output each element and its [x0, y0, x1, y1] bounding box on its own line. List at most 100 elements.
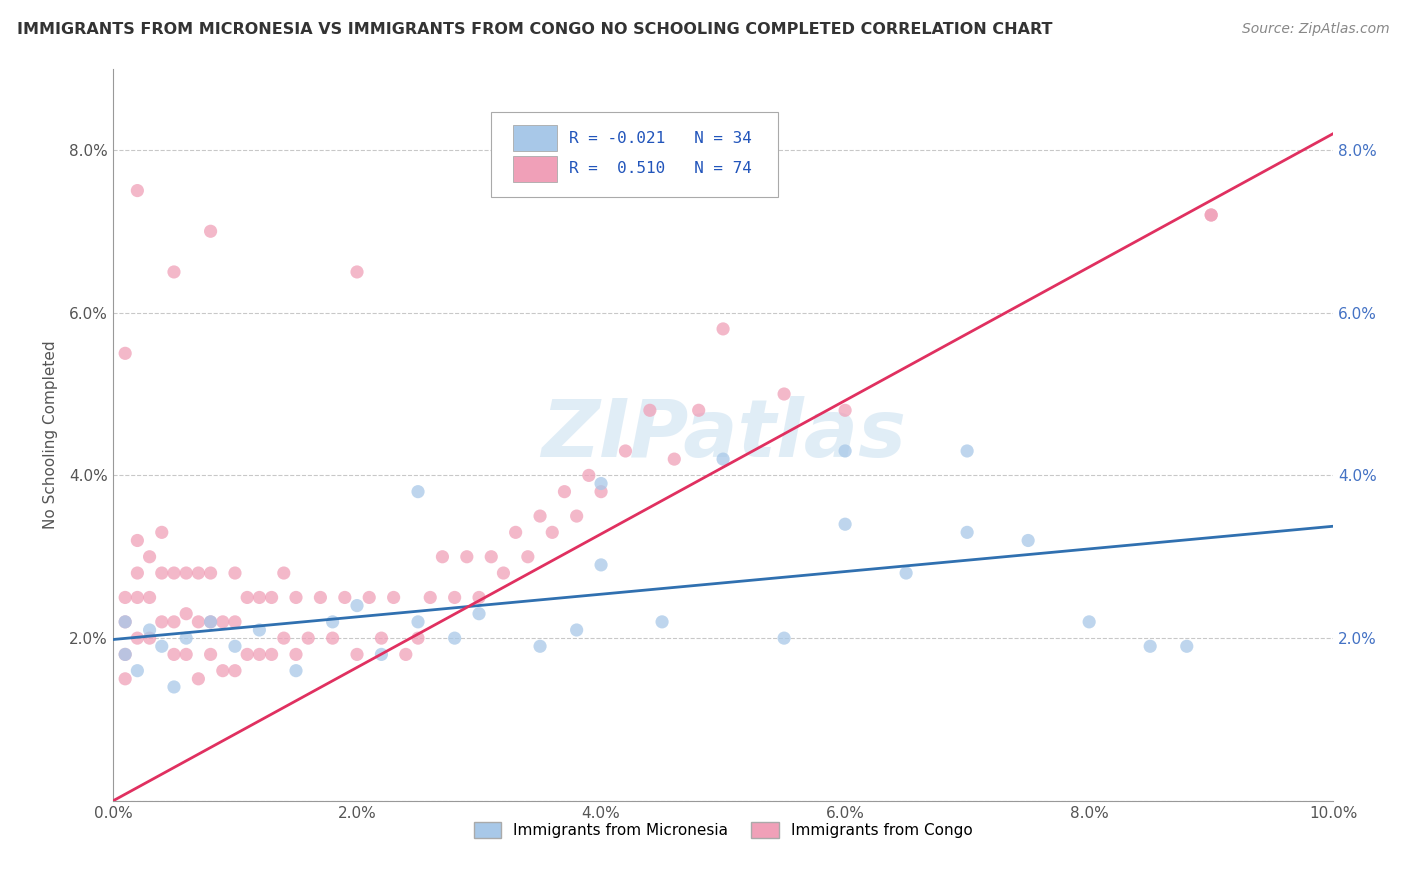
Point — [382, 591, 405, 605]
Point — [247, 591, 270, 605]
Point — [114, 346, 136, 360]
Point — [127, 664, 149, 678]
Point — [138, 623, 160, 637]
Point — [285, 664, 308, 678]
Point — [651, 615, 673, 629]
Point — [505, 525, 527, 540]
Text: Source: ZipAtlas.com: Source: ZipAtlas.com — [1241, 22, 1389, 37]
Point — [516, 549, 538, 564]
Point — [163, 566, 186, 580]
Point — [260, 591, 283, 605]
Point — [432, 549, 454, 564]
Point — [664, 452, 686, 467]
Point — [834, 517, 856, 532]
Point — [443, 631, 465, 645]
Point — [114, 615, 136, 629]
Point — [406, 631, 429, 645]
Point — [711, 322, 734, 336]
Point — [1078, 615, 1101, 629]
Point — [541, 525, 564, 540]
Point — [529, 640, 551, 654]
Point — [297, 631, 319, 645]
Point — [578, 468, 600, 483]
Point — [127, 566, 149, 580]
Point — [200, 224, 222, 238]
Point — [322, 615, 344, 629]
Point — [150, 525, 173, 540]
Point — [614, 444, 637, 458]
Point — [150, 640, 173, 654]
Point — [443, 591, 465, 605]
Point — [224, 640, 246, 654]
Text: ZIPatlas: ZIPatlas — [540, 396, 905, 474]
Point — [114, 615, 136, 629]
Point — [138, 591, 160, 605]
Point — [211, 664, 233, 678]
Point — [1139, 640, 1161, 654]
Point — [346, 265, 368, 279]
Point — [174, 648, 197, 662]
Y-axis label: No Schooling Completed: No Schooling Completed — [44, 341, 58, 529]
Text: IMMIGRANTS FROM MICRONESIA VS IMMIGRANTS FROM CONGO NO SCHOOLING COMPLETED CORRE: IMMIGRANTS FROM MICRONESIA VS IMMIGRANTS… — [17, 22, 1052, 37]
Point — [346, 648, 368, 662]
Point — [200, 648, 222, 662]
Point — [163, 680, 186, 694]
Point — [1175, 640, 1198, 654]
Point — [834, 403, 856, 417]
Point — [236, 591, 259, 605]
Point — [138, 549, 160, 564]
Point — [565, 623, 588, 637]
Point — [163, 648, 186, 662]
Point — [138, 631, 160, 645]
Point — [187, 615, 209, 629]
Point — [174, 566, 197, 580]
Point — [211, 615, 233, 629]
Point — [1017, 533, 1039, 548]
Point — [260, 648, 283, 662]
Point — [359, 591, 381, 605]
Point — [200, 615, 222, 629]
Point — [894, 566, 917, 580]
Point — [553, 484, 575, 499]
Point — [1199, 208, 1222, 222]
Point — [224, 664, 246, 678]
Point — [114, 591, 136, 605]
Point — [589, 558, 612, 572]
Point — [114, 648, 136, 662]
Point — [370, 648, 392, 662]
Point — [346, 599, 368, 613]
Point — [273, 566, 295, 580]
Point — [200, 566, 222, 580]
Point — [273, 631, 295, 645]
Point — [127, 631, 149, 645]
Point — [127, 184, 149, 198]
Point — [163, 265, 186, 279]
Point — [773, 631, 796, 645]
Point — [174, 607, 197, 621]
Point — [492, 566, 515, 580]
FancyBboxPatch shape — [513, 125, 557, 152]
Point — [834, 444, 856, 458]
Point — [127, 533, 149, 548]
Point — [200, 615, 222, 629]
Point — [589, 484, 612, 499]
Point — [174, 631, 197, 645]
Point — [150, 615, 173, 629]
Point — [589, 476, 612, 491]
Point — [163, 615, 186, 629]
Point — [285, 591, 308, 605]
Point — [419, 591, 441, 605]
Point — [638, 403, 661, 417]
Point — [688, 403, 710, 417]
Point — [565, 509, 588, 524]
Legend: Immigrants from Micronesia, Immigrants from Congo: Immigrants from Micronesia, Immigrants f… — [467, 816, 979, 845]
Point — [224, 615, 246, 629]
FancyBboxPatch shape — [491, 112, 778, 196]
Point — [406, 615, 429, 629]
Point — [468, 607, 491, 621]
Point — [956, 525, 979, 540]
Point — [479, 549, 502, 564]
Point — [773, 387, 796, 401]
Text: R =  0.510   N = 74: R = 0.510 N = 74 — [569, 161, 752, 177]
Point — [187, 566, 209, 580]
